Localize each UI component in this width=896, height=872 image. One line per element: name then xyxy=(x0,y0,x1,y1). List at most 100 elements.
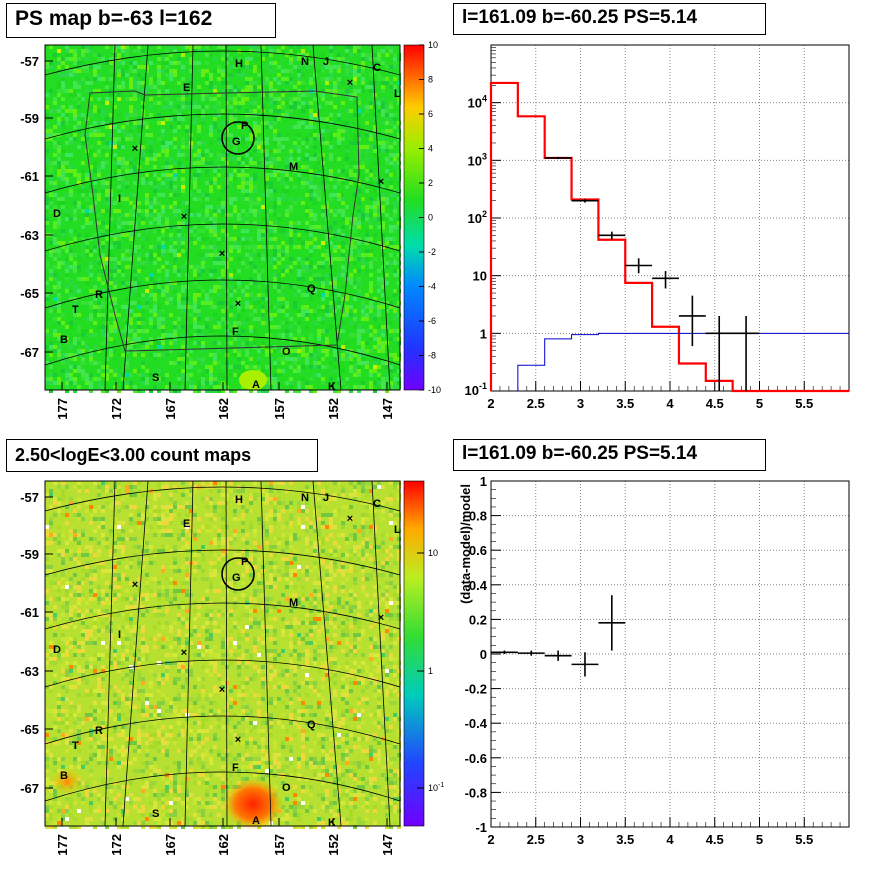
map-pixel xyxy=(381,225,385,229)
map-pixel xyxy=(105,481,109,485)
map-pixel xyxy=(221,389,225,393)
map-pixel xyxy=(217,109,221,113)
map-pixel xyxy=(105,337,109,341)
map-pixel xyxy=(209,85,213,89)
map-pixel xyxy=(273,133,277,137)
map-pixel xyxy=(117,245,121,249)
map-pixel xyxy=(117,209,121,213)
map-pixel xyxy=(149,197,153,201)
map-pixel xyxy=(281,525,285,529)
map-pixel xyxy=(265,349,269,353)
map-pixel xyxy=(169,173,173,177)
map-pixel xyxy=(161,289,165,293)
map-pixel xyxy=(149,585,153,589)
parallel-line xyxy=(44,335,401,366)
map-pixel xyxy=(269,305,273,309)
map-pixel xyxy=(341,573,345,577)
map-pixel xyxy=(305,265,309,269)
map-pixel xyxy=(361,485,365,489)
map-pixel xyxy=(381,61,385,65)
map-pixel xyxy=(65,337,69,341)
map-pixel xyxy=(389,365,393,369)
map-pixel xyxy=(297,521,301,525)
map-pixel xyxy=(385,497,389,501)
map-pixel xyxy=(101,593,105,597)
map-pixel xyxy=(205,297,209,301)
map-pixel xyxy=(253,265,257,269)
map-pixel xyxy=(121,529,125,533)
map-pixel xyxy=(325,593,329,597)
map-pixel xyxy=(113,309,117,313)
map-pixel xyxy=(45,569,49,573)
map-pixel xyxy=(109,313,113,317)
map-pixel xyxy=(165,269,169,273)
map-pixel xyxy=(93,189,97,193)
map-pixel xyxy=(77,125,81,129)
map-pixel xyxy=(337,193,341,197)
map-pixel xyxy=(109,569,113,573)
map-pixel xyxy=(337,349,341,353)
map-pixel xyxy=(337,557,341,561)
map-pixel xyxy=(245,117,249,121)
map-pixel xyxy=(205,221,209,225)
map-pixel xyxy=(373,317,377,321)
map-pixel xyxy=(373,605,377,609)
map-pixel xyxy=(397,289,401,293)
map-pixel xyxy=(241,97,245,101)
map-pixel xyxy=(257,197,261,201)
map-pixel xyxy=(341,241,345,245)
map-pixel xyxy=(113,585,117,589)
map-pixel xyxy=(325,585,329,589)
map-pixel xyxy=(257,357,261,361)
map-pixel xyxy=(205,513,209,517)
map-pixel xyxy=(389,161,393,165)
map-pixel xyxy=(89,569,93,573)
map-pixel xyxy=(97,221,101,225)
map-pixel xyxy=(389,381,393,385)
map-pixel xyxy=(133,125,137,129)
map-pixel xyxy=(377,53,381,57)
map-pixel xyxy=(341,521,345,525)
map-pixel xyxy=(301,277,305,281)
map-pixel xyxy=(97,277,101,281)
map-pixel xyxy=(269,193,273,197)
map-pixel xyxy=(137,317,141,321)
map-pixel xyxy=(141,365,145,369)
map-pixel xyxy=(89,97,93,101)
map-pixel xyxy=(169,205,173,209)
map-pixel xyxy=(273,285,277,289)
map-pixel xyxy=(293,593,297,597)
map-pixel xyxy=(85,65,89,69)
map-pixel xyxy=(181,201,185,205)
map-pixel xyxy=(161,181,165,185)
map-pixel xyxy=(125,577,129,581)
map-pixel xyxy=(309,225,313,229)
map-pixel xyxy=(105,141,109,145)
map-pixel xyxy=(313,193,317,197)
map-pixel xyxy=(45,261,49,265)
map-pixel xyxy=(349,493,353,497)
map-pixel xyxy=(277,513,281,517)
map-pixel xyxy=(277,49,281,53)
map-pixel xyxy=(321,97,325,101)
map-pixel xyxy=(377,141,381,145)
map-pixel xyxy=(65,505,69,509)
map-pixel xyxy=(357,369,361,373)
map-pixel xyxy=(349,365,353,369)
map-pixel xyxy=(97,377,101,381)
map-pixel xyxy=(117,113,121,117)
map-pixel xyxy=(93,73,97,77)
map-pixel xyxy=(317,105,321,109)
map-pixel xyxy=(229,577,233,581)
map-pixel xyxy=(297,157,301,161)
map-pixel xyxy=(217,185,221,189)
map-pixel xyxy=(65,113,69,117)
map-pixel xyxy=(337,585,341,589)
map-pixel xyxy=(273,261,277,265)
map-pixel xyxy=(281,257,285,261)
map-pixel xyxy=(45,205,49,209)
map-pixel xyxy=(369,573,373,577)
map-pixel xyxy=(113,369,117,373)
map-pixel xyxy=(185,377,189,381)
map-pixel xyxy=(109,369,113,373)
